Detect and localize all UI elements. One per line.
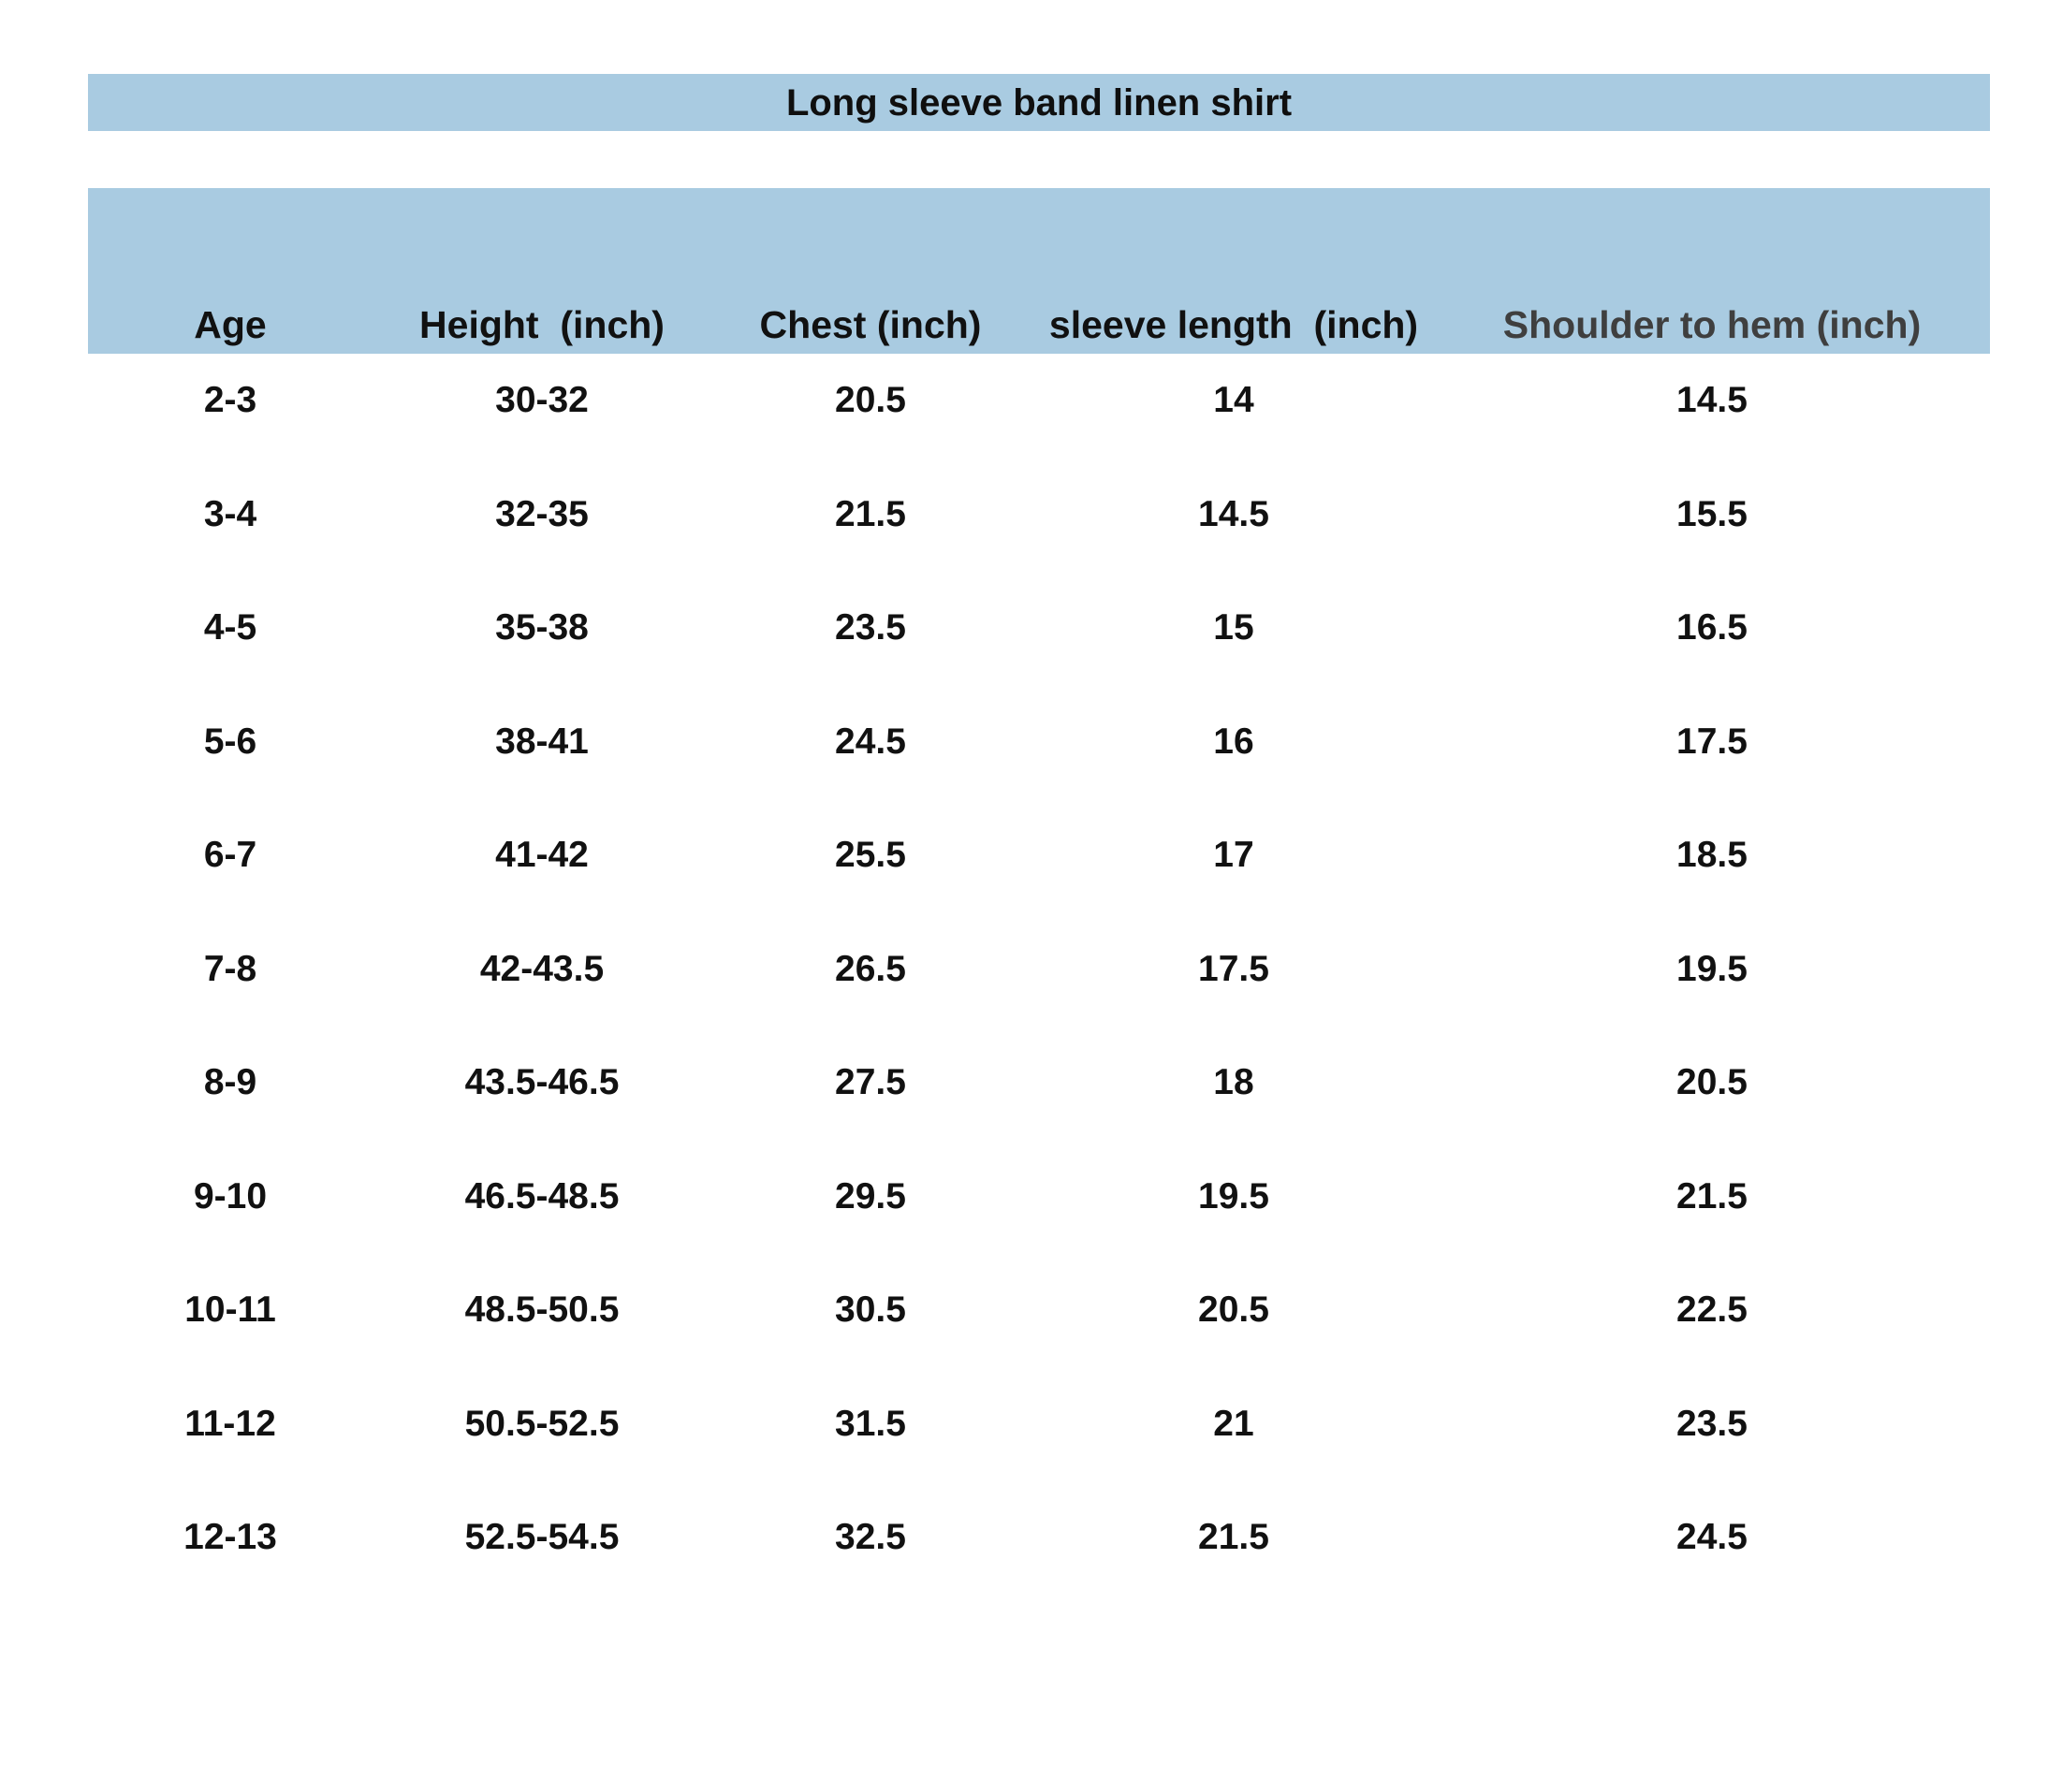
cell-height: 46.5-48.5 (464, 1175, 620, 1217)
table-row: 10-11 48.5-50.5 30.5 20.5 22.5 (88, 1291, 1990, 1406)
table-row: 4-5 35-38 23.5 15 16.5 (88, 609, 1990, 723)
cell-age: 5-6 (203, 721, 257, 762)
cell-sleeve-length: 19.5 (1198, 1175, 1269, 1217)
cell-chest: 24.5 (835, 721, 906, 762)
cell-height: 50.5-52.5 (464, 1403, 620, 1444)
cell-age: 9-10 (193, 1175, 268, 1217)
cell-age: 2-3 (203, 380, 257, 420)
table-row: 11-12 50.5-52.5 31.5 21 23.5 (88, 1406, 1990, 1520)
cell-age: 3-4 (203, 493, 257, 534)
cell-shoulder-to-hem: 16.5 (1676, 607, 1748, 648)
table-row: 3-4 32-35 21.5 14.5 15.5 (88, 496, 1990, 610)
cell-height: 38-41 (495, 721, 589, 762)
table-row: 9-10 46.5-48.5 29.5 19.5 21.5 (88, 1178, 1990, 1292)
cell-height: 52.5-54.5 (464, 1517, 620, 1557)
cell-age: 4-5 (203, 607, 257, 648)
cell-chest: 26.5 (835, 948, 906, 989)
cell-shoulder-to-hem: 17.5 (1676, 721, 1748, 762)
cell-shoulder-to-hem: 22.5 (1676, 1289, 1748, 1330)
cell-height: 35-38 (495, 607, 589, 648)
cell-chest: 29.5 (835, 1175, 906, 1217)
table-row: 5-6 38-41 24.5 16 17.5 (88, 723, 1990, 838)
cell-age: 6-7 (203, 835, 257, 875)
column-header-height: Height (inch) (419, 303, 665, 346)
table-row: 8-9 43.5-46.5 27.5 18 20.5 (88, 1064, 1990, 1178)
table-row: 7-8 42-43.5 26.5 17.5 19.5 (88, 951, 1990, 1065)
cell-sleeve-length: 16 (1213, 721, 1254, 762)
table-row: 6-7 41-42 25.5 17 18.5 (88, 837, 1990, 951)
cell-height: 48.5-50.5 (464, 1289, 620, 1330)
cell-sleeve-length: 17.5 (1198, 948, 1269, 989)
cell-shoulder-to-hem: 20.5 (1676, 1062, 1748, 1102)
cell-chest: 32.5 (835, 1517, 906, 1557)
cell-chest: 31.5 (835, 1403, 906, 1444)
cell-age: 10-11 (184, 1289, 276, 1330)
cell-chest: 25.5 (835, 835, 906, 875)
header-row: Age Height (inch) Chest (inch) sleeve le… (88, 188, 1990, 354)
cell-height: 43.5-46.5 (464, 1062, 620, 1102)
cell-height: 42-43.5 (479, 948, 605, 989)
title-bar: Long sleeve band linen shirt (88, 74, 1990, 131)
column-header-sleeve-length: sleeve length (inch) (1048, 303, 1419, 346)
cell-height: 41-42 (495, 835, 589, 875)
cell-sleeve-length: 18 (1213, 1062, 1254, 1102)
cell-shoulder-to-hem: 23.5 (1676, 1403, 1748, 1444)
cell-shoulder-to-hem: 18.5 (1676, 835, 1748, 875)
column-header-shoulder-to-hem: Shoulder to hem (inch) (1502, 303, 1922, 346)
cell-sleeve-length: 14.5 (1198, 493, 1269, 534)
cell-height: 30-32 (495, 380, 589, 420)
cell-age: 11-12 (184, 1403, 276, 1444)
cell-chest: 27.5 (835, 1062, 906, 1102)
cell-chest: 30.5 (835, 1289, 906, 1330)
cell-age: 12-13 (183, 1517, 277, 1557)
cell-chest: 21.5 (835, 493, 906, 534)
table-title: Long sleeve band linen shirt (785, 81, 1293, 124)
cell-shoulder-to-hem: 21.5 (1676, 1175, 1748, 1217)
cell-chest: 23.5 (835, 607, 906, 648)
cell-shoulder-to-hem: 19.5 (1676, 948, 1748, 989)
cell-shoulder-to-hem: 24.5 (1676, 1517, 1748, 1557)
cell-shoulder-to-hem: 15.5 (1676, 493, 1748, 534)
cell-sleeve-length: 17 (1213, 835, 1254, 875)
cell-age: 8-9 (203, 1062, 257, 1102)
cell-sleeve-length: 21.5 (1198, 1517, 1269, 1557)
cell-sleeve-length: 20.5 (1198, 1289, 1269, 1330)
cell-chest: 20.5 (835, 380, 906, 420)
column-header-chest: Chest (inch) (759, 303, 982, 346)
cell-shoulder-to-hem: 14.5 (1676, 380, 1748, 420)
table-body: 2-3 30-32 20.5 14 14.5 3-4 32-35 21.5 14.5 15.5 4-… (88, 382, 1990, 1633)
cell-height: 32-35 (495, 493, 589, 534)
table-row: 12-13 52.5-54.5 32.5 21.5 24.5 (88, 1519, 1990, 1633)
cell-sleeve-length: 14 (1213, 380, 1254, 420)
cell-sleeve-length: 15 (1213, 607, 1254, 648)
cell-age: 7-8 (203, 948, 257, 989)
cell-sleeve-length: 21 (1213, 1403, 1254, 1444)
column-header-age: Age (194, 303, 267, 346)
table-row: 2-3 30-32 20.5 14 14.5 (88, 382, 1990, 496)
